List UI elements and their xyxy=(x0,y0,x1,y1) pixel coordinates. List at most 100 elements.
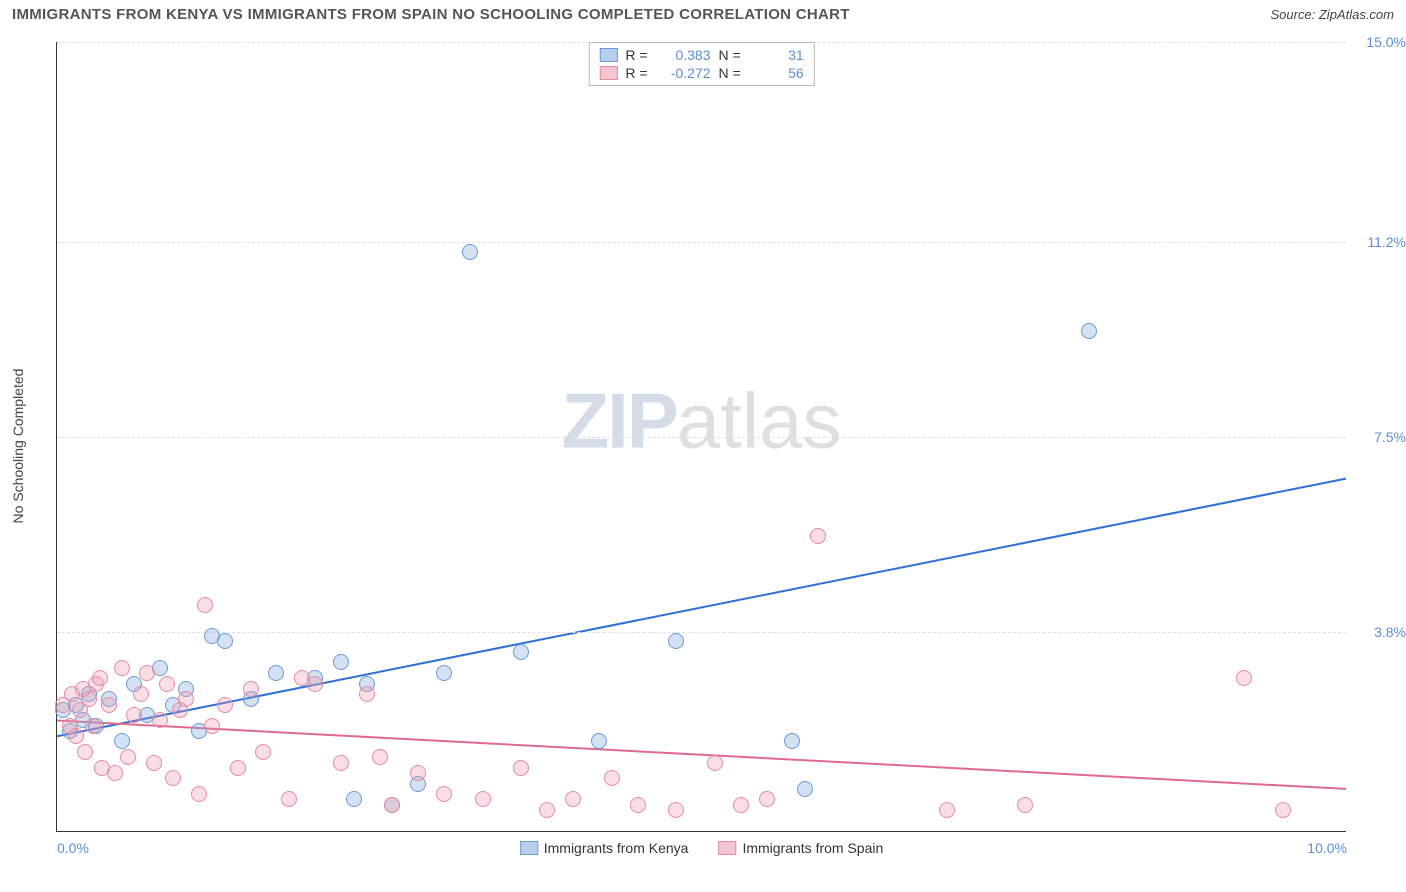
spain-data-point xyxy=(604,770,620,786)
source-value: ZipAtlas.com xyxy=(1319,7,1394,22)
kenya-data-point xyxy=(668,633,684,649)
kenya-data-point xyxy=(784,733,800,749)
spain-swatch-icon xyxy=(599,66,617,80)
spain-data-point xyxy=(359,686,375,702)
spain-data-point xyxy=(217,697,233,713)
spain-data-point xyxy=(759,791,775,807)
spain-data-point xyxy=(85,718,101,734)
kenya-data-point xyxy=(436,665,452,681)
spain-data-point xyxy=(565,791,581,807)
y-tick-label: 7.5% xyxy=(1351,429,1406,445)
spain-data-point xyxy=(539,802,555,818)
spain-data-point xyxy=(1017,797,1033,813)
spain-data-point xyxy=(152,712,168,728)
spain-data-point xyxy=(513,760,529,776)
spain-data-point xyxy=(133,686,149,702)
source-citation: Source: ZipAtlas.com xyxy=(1270,7,1394,22)
spain-data-point xyxy=(81,691,97,707)
kenya-data-point xyxy=(346,791,362,807)
series-legend: Immigrants from Kenya Immigrants from Sp… xyxy=(520,840,884,856)
spain-data-point xyxy=(178,691,194,707)
spain-data-point xyxy=(1236,670,1252,686)
watermark-zip: ZIP xyxy=(561,376,676,464)
scatter-plot-area: ZIPatlas R = 0.383 N = 31 R = -0.272 N =… xyxy=(56,42,1346,832)
spain-data-point xyxy=(197,597,213,613)
kenya-data-point xyxy=(1081,323,1097,339)
y-axis-label: No Schooling Completed xyxy=(10,369,26,524)
spain-data-point xyxy=(307,676,323,692)
kenya-data-point xyxy=(513,644,529,660)
r-label: R = xyxy=(625,65,647,81)
chart-header: IMMIGRANTS FROM KENYA VS IMMIGRANTS FROM… xyxy=(12,6,1394,23)
x-tick-label: 0.0% xyxy=(57,840,89,856)
spain-data-point xyxy=(255,744,271,760)
kenya-data-point xyxy=(217,633,233,649)
spain-data-point xyxy=(77,744,93,760)
n-label: N = xyxy=(719,65,741,81)
correlation-legend: R = 0.383 N = 31 R = -0.272 N = 56 xyxy=(588,42,814,86)
zipatlas-watermark: ZIPatlas xyxy=(561,375,841,466)
spain-data-point xyxy=(165,770,181,786)
spain-data-point xyxy=(126,707,142,723)
kenya-data-point xyxy=(462,244,478,260)
kenya-r-value: 0.383 xyxy=(656,47,711,63)
spain-data-point xyxy=(159,676,175,692)
spain-data-point xyxy=(372,749,388,765)
spain-data-point xyxy=(333,755,349,771)
kenya-data-point xyxy=(591,733,607,749)
spain-data-point xyxy=(436,786,452,802)
spain-data-point xyxy=(243,681,259,697)
spain-data-point xyxy=(230,760,246,776)
r-label: R = xyxy=(625,47,647,63)
spain-data-point xyxy=(107,765,123,781)
spain-data-point xyxy=(384,797,400,813)
y-tick-label: 15.0% xyxy=(1351,34,1406,50)
watermark-atlas: atlas xyxy=(677,376,842,464)
kenya-n-value: 31 xyxy=(749,47,804,63)
y-tick-label: 3.8% xyxy=(1351,624,1406,640)
spain-data-point xyxy=(281,791,297,807)
grid-line xyxy=(57,632,1346,633)
spain-data-point xyxy=(939,802,955,818)
spain-swatch-icon xyxy=(718,841,736,855)
y-tick-label: 11.2% xyxy=(1351,234,1406,250)
kenya-data-point xyxy=(797,781,813,797)
kenya-data-point xyxy=(114,733,130,749)
legend-row-kenya: R = 0.383 N = 31 xyxy=(599,47,803,63)
x-tick-label: 10.0% xyxy=(1307,840,1347,856)
spain-data-point xyxy=(810,528,826,544)
spain-n-value: 56 xyxy=(749,65,804,81)
legend-item-spain: Immigrants from Spain xyxy=(718,840,883,856)
spain-data-point xyxy=(1275,802,1291,818)
spain-data-point xyxy=(204,718,220,734)
spain-data-point xyxy=(101,697,117,713)
spain-data-point xyxy=(191,786,207,802)
grid-line xyxy=(57,242,1346,243)
legend-item-kenya: Immigrants from Kenya xyxy=(520,840,689,856)
kenya-data-point xyxy=(268,665,284,681)
kenya-data-point xyxy=(333,654,349,670)
legend-row-spain: R = -0.272 N = 56 xyxy=(599,65,803,81)
spain-data-point xyxy=(146,755,162,771)
spain-data-point xyxy=(92,670,108,686)
spain-data-point xyxy=(733,797,749,813)
spain-data-point xyxy=(410,765,426,781)
grid-line xyxy=(57,437,1346,438)
spain-data-point xyxy=(120,749,136,765)
spain-series-label: Immigrants from Spain xyxy=(742,840,883,856)
n-label: N = xyxy=(719,47,741,63)
spain-data-point xyxy=(475,791,491,807)
spain-data-point xyxy=(630,797,646,813)
spain-data-point xyxy=(114,660,130,676)
spain-data-point xyxy=(707,755,723,771)
spain-r-value: -0.272 xyxy=(656,65,711,81)
kenya-swatch-icon xyxy=(599,48,617,62)
chart-title: IMMIGRANTS FROM KENYA VS IMMIGRANTS FROM… xyxy=(12,6,850,23)
spain-data-point xyxy=(68,728,84,744)
kenya-swatch-icon xyxy=(520,841,538,855)
kenya-series-label: Immigrants from Kenya xyxy=(544,840,689,856)
source-prefix: Source: xyxy=(1270,7,1318,22)
spain-data-point xyxy=(668,802,684,818)
trend-line xyxy=(57,721,1346,789)
spain-data-point xyxy=(139,665,155,681)
